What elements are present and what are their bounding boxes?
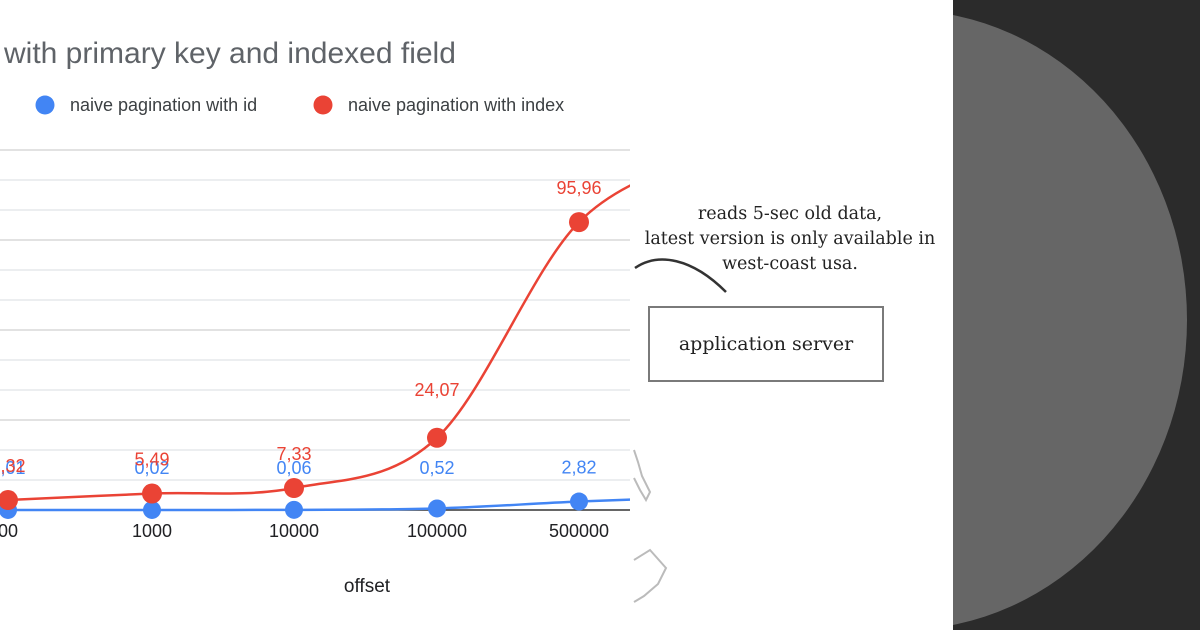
decorative-circle [953,10,1187,630]
callout-note: reads 5-sec old data, latest version is … [630,202,950,277]
data-label: 5,49 [134,450,169,470]
data-point[interactable] [142,483,162,504]
x-tick-label: 00 [0,521,18,541]
x-axis-ticks: 00 1000 10000 100000 500000 [0,521,609,541]
application-server-box: application server [648,306,884,382]
data-point[interactable] [570,492,588,511]
data-point[interactable] [284,478,304,499]
data-point[interactable] [428,499,446,518]
legend-label-id: naive pagination with id [70,95,257,115]
data-label: 3,32 [0,456,26,476]
chart: with primary key and indexed field naive… [0,37,630,597]
x-tick-label: 100000 [407,521,467,541]
x-tick-label: 10000 [269,521,319,541]
data-point[interactable] [143,500,161,519]
data-label: 95,96 [556,178,601,198]
data-point[interactable] [0,490,18,511]
x-tick-label: 500000 [549,521,609,541]
data-label: 0,02 [134,458,169,478]
data-label: 7,33 [276,444,311,464]
note-line: latest version is only available in [644,229,936,249]
data-label: 24,07 [414,380,459,400]
architecture-sketch: reads 5-sec old data, latest version is … [630,0,953,630]
note-line: west-coast usa. [722,254,858,274]
series-line-0 [7,498,630,512]
legend-marker-id [35,95,55,115]
data-point[interactable] [427,427,447,448]
x-tick-label: 1000 [132,521,172,541]
callout-curve [634,258,727,293]
chart-title: with primary key and indexed field [3,37,456,70]
data-label: 0,01 [0,458,26,478]
data-point[interactable] [285,500,303,519]
series-line-1 [7,184,630,502]
gridlines [0,149,630,481]
application-server-label: application server [678,333,854,355]
data-label: 2,82 [561,458,596,478]
x-axis-label: offset [344,576,391,597]
data-label: 0,52 [419,458,454,478]
legend-marker-index [313,95,333,115]
decorative-panel [953,0,1200,630]
data-label: 0,06 [276,458,311,478]
map-fragment-bottom [633,548,668,603]
plot-area: 0,01 0,02 0,06 0,52 2,82 3,32 5,49 7,33 24,07 95,… [0,178,630,519]
speech-curve-layer [633,258,727,603]
legend[interactable]: naive pagination with id naive paginatio… [35,95,565,115]
legend-label-index: naive pagination with index [348,95,564,115]
map-fragment-top [633,449,652,503]
note-line: reads 5-sec old data, [697,204,883,224]
data-point[interactable] [569,212,589,233]
